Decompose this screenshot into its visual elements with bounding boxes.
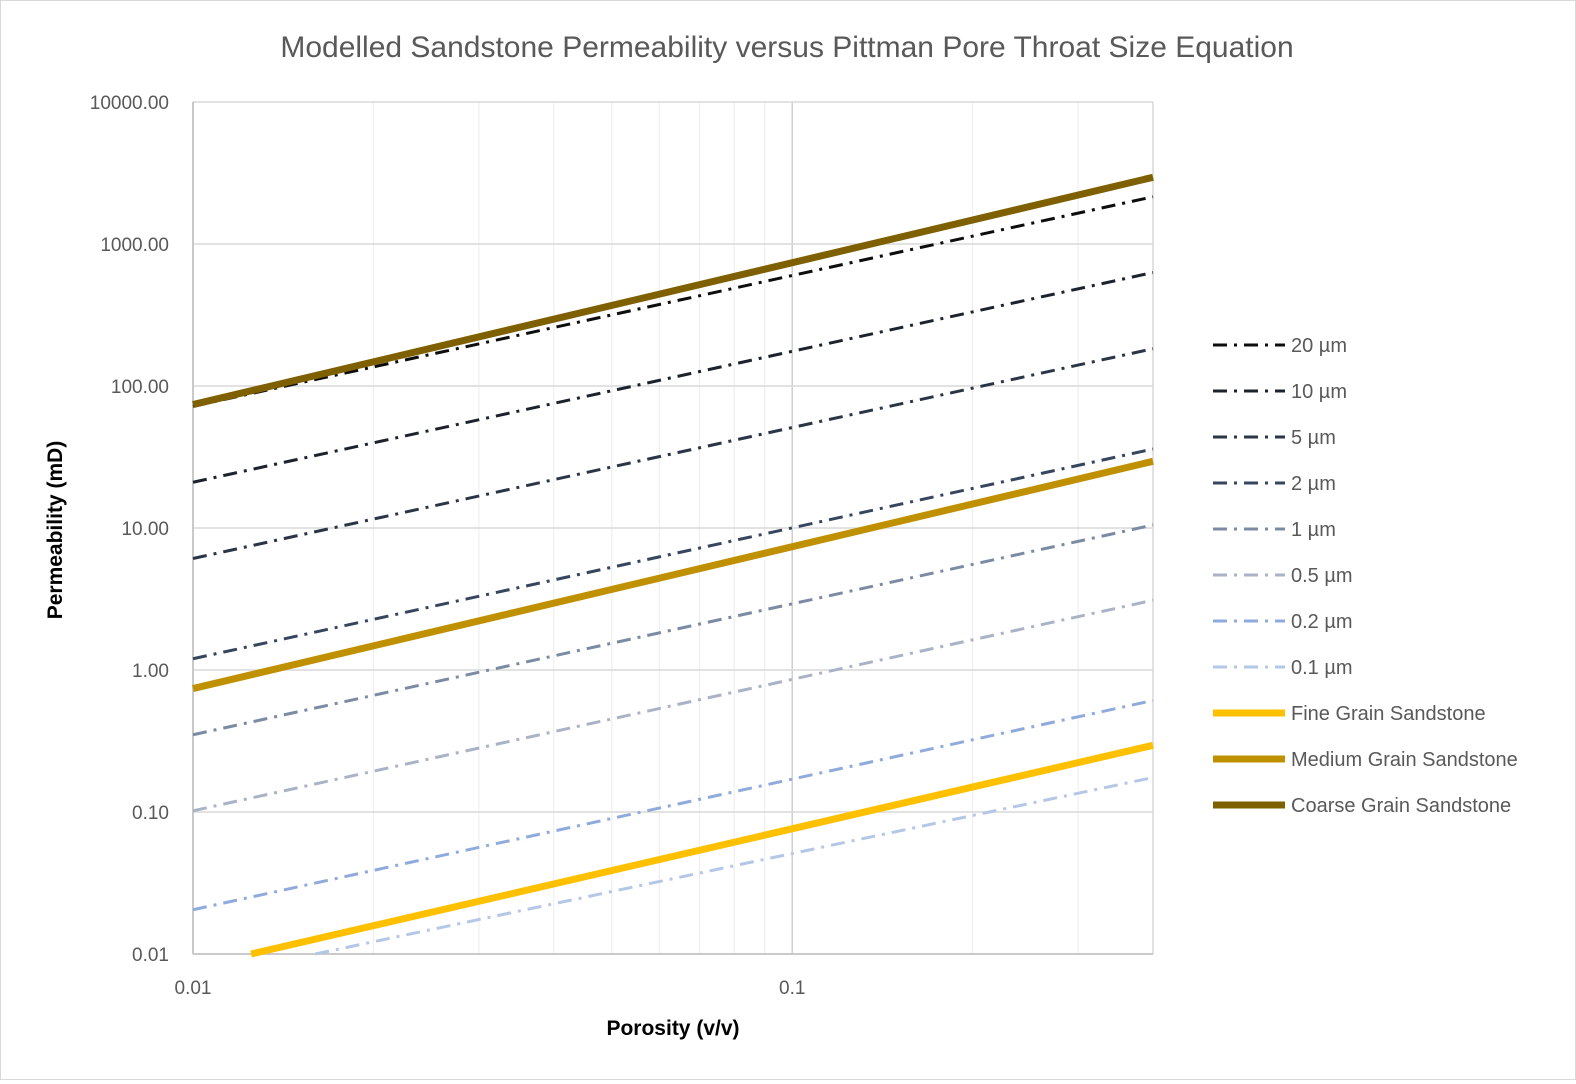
legend-label: 10 µm [1291,381,1347,403]
y-axis-title: Permeability (mD) [44,441,67,620]
axes [192,102,1153,955]
legend-label: 0.1 µm [1291,657,1353,679]
legend-label: Medium Grain Sandstone [1291,749,1518,771]
legend: 20 µm 10 µm 5 µm 2 µm 1 µm 0.5 µm 0.2 µm 0.1 µm… [1213,335,1518,817]
series-line [192,173,1154,408]
series-line [250,741,1154,958]
series-line [192,457,1154,692]
series-line [192,699,1154,912]
x-tick-labels: 0.01 0.1 [175,978,806,999]
legend-label: 0.2 µm [1291,611,1353,633]
series-line [192,347,1154,560]
x-tick-label: 0.1 [779,978,805,999]
y-tick-label: 1000.00 [100,235,169,256]
chart-title: Modelled Sandstone Permeability versus P… [280,31,1293,64]
series-line [315,776,1154,956]
legend-label: Fine Grain Sandstone [1291,703,1486,725]
y-tick-label: 10000.00 [90,93,169,114]
y-tick-label: 100.00 [111,377,169,398]
y-tick-labels: 0.01 0.10 1.00 10.00 100.00 1000.00 10000.00 [90,93,169,966]
legend-label: Coarse Grain Sandstone [1291,795,1511,817]
legend-label: 5 µm [1291,427,1336,449]
series-lines [192,173,1154,958]
legend-label: 1 µm [1291,519,1336,541]
legend-label: 0.5 µm [1291,565,1353,587]
y-tick-label: 0.01 [132,945,169,966]
series-line [192,598,1154,813]
y-tick-label: 1.00 [132,661,169,682]
x-tick-label: 0.01 [175,978,212,999]
legend-label: 2 µm [1291,473,1336,495]
y-tick-label: 0.10 [132,803,169,824]
x-axis-title: Porosity (v/v) [606,1017,739,1040]
legend-label: 20 µm [1291,335,1347,357]
y-tick-label: 10.00 [121,519,169,540]
series-line [192,523,1154,737]
series-line [192,447,1154,661]
series-line [192,195,1154,408]
series-line [192,271,1154,484]
